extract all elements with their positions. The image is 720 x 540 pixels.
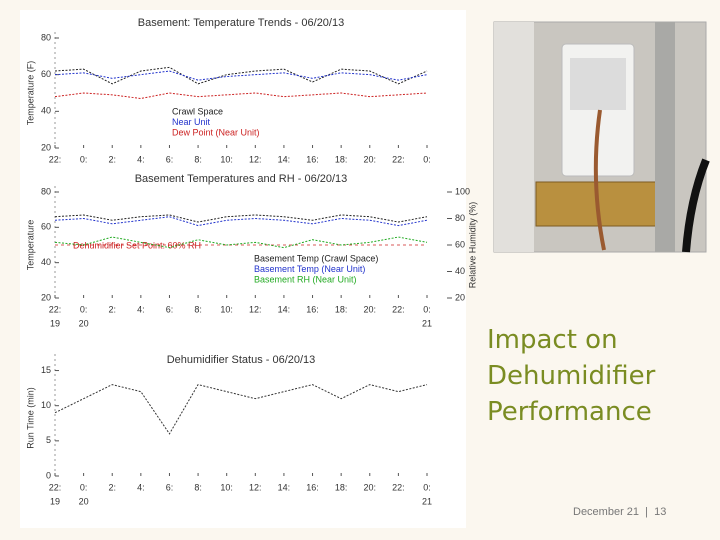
x-tick-label: 0:: [80, 304, 88, 314]
y-tick-label: 0: [46, 470, 51, 480]
x-date-label: 19: [50, 318, 60, 328]
y-tick-label: 5: [46, 435, 51, 445]
x-tick-label: 0:: [423, 304, 431, 314]
y-axis-label: Temperature (F): [25, 61, 35, 126]
x-tick-label: 8:: [194, 482, 202, 492]
x-tick-label: 0:: [80, 482, 88, 492]
footer: December 21 | 13: [573, 506, 667, 518]
y-tick-label: 60: [41, 222, 51, 232]
y2-tick-label: 40: [455, 266, 465, 276]
x-tick-label: 12:: [249, 154, 262, 164]
x-tick-label: 22:: [49, 154, 62, 164]
data-line: [54, 384, 428, 435]
x-tick-label: 20:: [364, 304, 377, 314]
x-date-label: 21: [422, 318, 432, 328]
x-tick-label: 8:: [194, 304, 202, 314]
y-tick-label: 60: [41, 69, 51, 79]
x-date-label: 20: [79, 496, 89, 506]
y-tick-label: 80: [41, 186, 51, 196]
x-tick-label: 12:: [249, 304, 262, 314]
x-tick-label: 6:: [166, 304, 174, 314]
x-tick-label: 14:: [278, 154, 291, 164]
grille: [570, 58, 626, 110]
x-tick-label: 0:: [80, 154, 88, 164]
post: [655, 22, 675, 252]
x-tick-label: 6:: [166, 482, 174, 492]
data-line: [54, 236, 428, 249]
x-tick-label: 4:: [137, 304, 145, 314]
x-tick-label: 18:: [335, 304, 348, 314]
x-date-label: 21: [422, 496, 432, 506]
x-tick-label: 20:: [364, 154, 377, 164]
x-tick-label: 22:: [392, 482, 405, 492]
y-tick-label: 10: [41, 400, 51, 410]
cable: [682, 158, 710, 253]
y-tick-label: 80: [41, 32, 51, 42]
x-tick-label: 18:: [335, 482, 348, 492]
x-date-label: 20: [79, 318, 89, 328]
page-number: 13: [654, 506, 667, 518]
y2-tick-label: 80: [455, 213, 465, 223]
x-tick-label: 4:: [137, 154, 145, 164]
photo: [493, 21, 710, 253]
x-tick-label: 22:: [392, 154, 405, 164]
x-tick-label: 12:: [249, 482, 262, 492]
x-tick-label: 10:: [220, 154, 233, 164]
x-tick-label: 14:: [278, 304, 291, 314]
x-tick-label: 2:: [108, 304, 116, 314]
x-tick-label: 16:: [306, 154, 319, 164]
x-tick-label: 20:: [364, 482, 377, 492]
y-axis-label: Run Time (min): [25, 387, 35, 449]
x-tick-label: 0:: [423, 482, 431, 492]
y2-tick-label: 100: [455, 186, 470, 196]
y-tick-label: 20: [41, 142, 51, 152]
y-axis-label: Temperature: [25, 220, 35, 271]
wall-light: [494, 22, 534, 252]
x-tick-label: 22:: [49, 304, 62, 314]
x-date-label: 19: [50, 496, 60, 506]
legend-entry: Basement Temp (Near Unit): [254, 264, 365, 274]
x-tick-label: 10:: [220, 304, 233, 314]
x-tick-label: 18:: [335, 154, 348, 164]
x-tick-label: 2:: [108, 482, 116, 492]
y-tick-label: 40: [41, 257, 51, 267]
x-tick-label: 2:: [108, 154, 116, 164]
legend-entry: Basement RH (Near Unit): [254, 274, 357, 284]
y2-tick-label: 60: [455, 239, 465, 249]
y-tick-label: 20: [41, 292, 51, 302]
chart-title: Dehumidifier Status - 06/20/13: [167, 354, 316, 366]
chart-title: Basement: Temperature Trends - 06/20/13: [138, 17, 344, 29]
x-tick-label: 22:: [49, 482, 62, 492]
chart-title: Basement Temperatures and RH - 06/20/13: [135, 173, 348, 185]
y-tick-label: 15: [41, 365, 51, 375]
legend-entry: Basement Temp (Crawl Space): [254, 253, 378, 263]
x-tick-label: 14:: [278, 482, 291, 492]
x-tick-label: 16:: [306, 482, 319, 492]
x-tick-label: 4:: [137, 482, 145, 492]
hose: [593, 109, 606, 251]
x-tick-label: 0:: [423, 154, 431, 164]
x-tick-label: 8:: [194, 154, 202, 164]
heading: Impact on Dehumidifier Performance: [487, 325, 656, 427]
legend-entry: Dew Point (Near Unit): [172, 127, 260, 137]
legend-entry: Near Unit: [172, 117, 211, 127]
footer-date: December 21: [573, 506, 640, 518]
data-line: [54, 92, 428, 100]
x-tick-label: 6:: [166, 154, 174, 164]
y-tick-label: 40: [41, 106, 51, 116]
y2-tick-label: 20: [455, 292, 465, 302]
x-tick-label: 10:: [220, 482, 233, 492]
legend-entry: Crawl Space: [172, 106, 223, 116]
data-line: [54, 214, 428, 223]
chart-panel: [20, 10, 466, 528]
x-tick-label: 16:: [306, 304, 319, 314]
x-tick-label: 22:: [392, 304, 405, 314]
y2-axis-label: Relative Humidity (%): [467, 202, 477, 289]
annotation: Dehumidifier Set Point: 60% RH: [73, 240, 201, 250]
